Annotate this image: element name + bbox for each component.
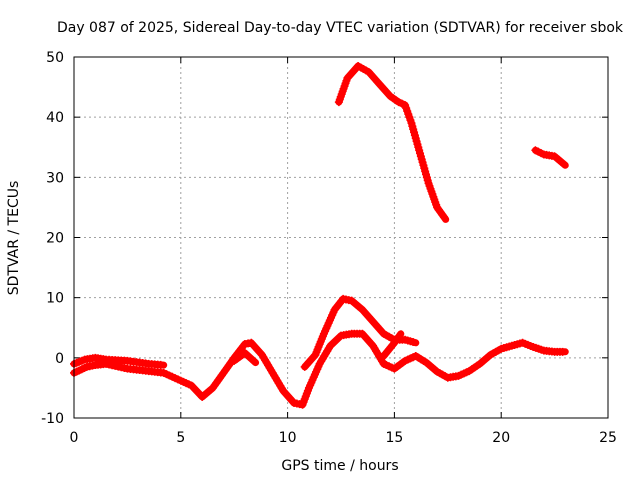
data-point <box>249 356 258 365</box>
series-track-g <box>531 146 569 169</box>
x-tick-label: 25 <box>599 430 617 446</box>
data-series <box>70 62 569 409</box>
chart-title: Day 087 of 2025, Sidereal Day-to-day VTE… <box>57 20 624 36</box>
y-axis-label: SDTVAR / TECUs <box>6 181 22 296</box>
data-point <box>156 360 165 369</box>
x-axis-label: GPS time / hours <box>281 458 398 474</box>
y-tick-label: -10 <box>41 411 64 427</box>
series-track-e <box>379 330 405 361</box>
y-tick-label: 10 <box>46 291 64 307</box>
x-tick-label: 20 <box>492 430 510 446</box>
series-track-b <box>70 353 168 369</box>
data-point <box>559 159 568 168</box>
x-tick-label: 0 <box>70 430 79 446</box>
series-track-f <box>334 62 450 223</box>
y-tick-label: 20 <box>46 231 64 247</box>
data-point <box>409 338 418 347</box>
y-tick-label: 40 <box>46 110 64 126</box>
y-tick-label: 50 <box>46 50 64 66</box>
y-tick-label: 0 <box>55 351 64 367</box>
ticks: 0 5 10 15 20 25 -10 0 10 20 30 40 50 <box>41 50 617 446</box>
data-point <box>558 347 567 356</box>
series-track-c <box>230 349 260 367</box>
plot-frame <box>73 56 609 419</box>
data-point <box>395 332 404 341</box>
x-tick-label: 10 <box>279 430 297 446</box>
x-tick-label: 5 <box>176 430 185 446</box>
data-point <box>439 213 448 222</box>
grid <box>74 57 608 418</box>
series-track-a <box>70 329 569 409</box>
y-tick-label: 30 <box>46 170 64 186</box>
x-tick-label: 15 <box>385 430 403 446</box>
